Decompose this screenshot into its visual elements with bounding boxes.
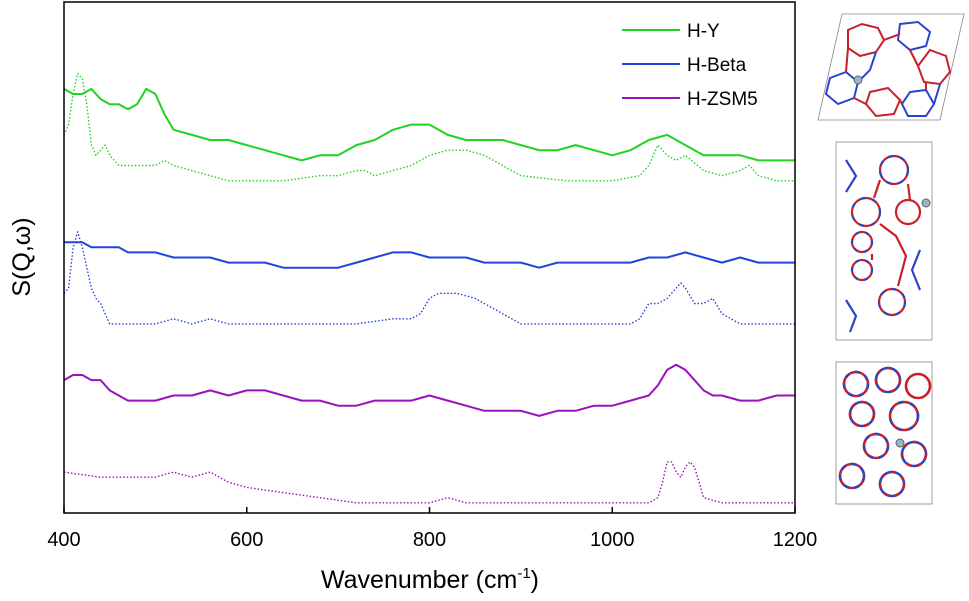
- x-tick-label: 800: [413, 529, 446, 551]
- x-tick-label: 600: [230, 529, 263, 551]
- series-line-h-y-calculated: [63, 72, 795, 182]
- series-line-h-beta-calculated: [63, 231, 795, 325]
- inset-h-zsm5-structure: [835, 361, 933, 505]
- legend-label-h-zsm5: H-ZSM5: [687, 89, 758, 110]
- x-axis: 400 600 800 1000 1200: [47, 507, 817, 551]
- inset-h-y-structure: [817, 13, 965, 121]
- series-line-h-y: [63, 87, 795, 162]
- y-axis-title: S(Q,ω): [8, 217, 36, 296]
- x-tick-label: 1000: [590, 529, 635, 551]
- x-tick-label: 400: [47, 529, 80, 551]
- x-tick-label: 1200: [773, 529, 818, 551]
- series-line-h-beta: [64, 241, 795, 269]
- legend-label-h-beta: H-Beta: [687, 55, 747, 76]
- series-line-h-zsm5: [63, 363, 795, 417]
- x-axis-title: Wavenumber (cm-1): [321, 565, 539, 594]
- plot-lines: [63, 72, 795, 504]
- x-axis-title-sup: -1: [517, 565, 530, 582]
- inset-h-beta-structure: [835, 141, 933, 341]
- x-axis-title-main: Wavenumber (cm: [321, 566, 517, 594]
- x-axis-title-close: ): [531, 566, 539, 594]
- legend-label-h-y: H-Y: [687, 21, 720, 42]
- series-line-h-zsm5-calculated: [63, 461, 795, 504]
- legend: H-Y H-Beta H-ZSM5: [622, 21, 758, 110]
